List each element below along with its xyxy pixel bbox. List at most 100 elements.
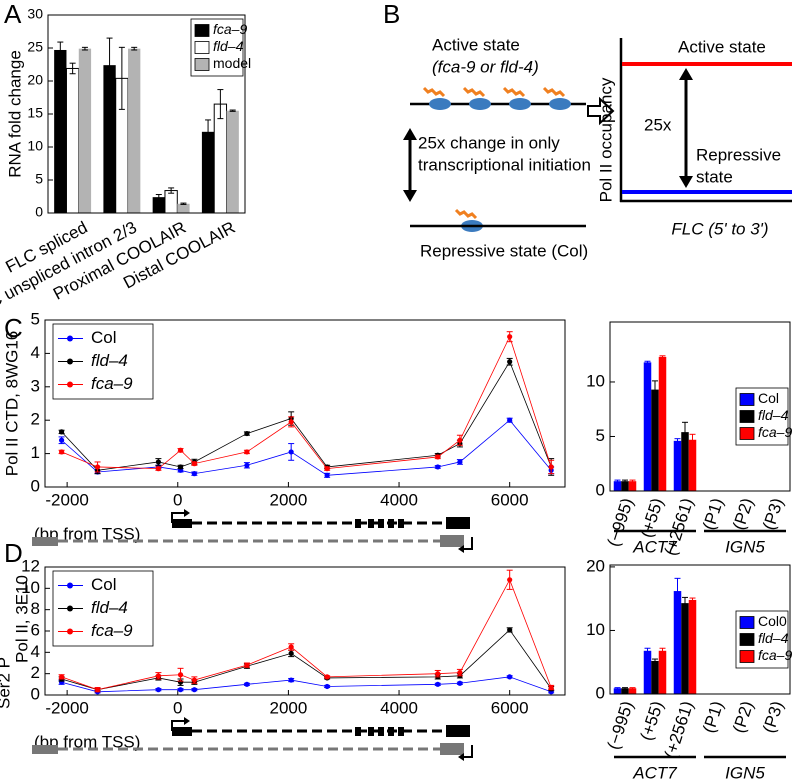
- gene-tss-head: [184, 509, 190, 517]
- bar: [226, 110, 239, 213]
- legend-marker: [67, 628, 73, 635]
- x-tick-label: (P3): [759, 496, 787, 532]
- annotation: (bp from TSS): [34, 524, 140, 543]
- gene-tss-head: [184, 717, 190, 725]
- x-tick-label: 2000: [269, 698, 307, 717]
- bar: [164, 190, 178, 214]
- y-tick-label: 0: [31, 476, 40, 495]
- point: [324, 683, 330, 690]
- legend-label: Col: [91, 328, 117, 347]
- antisense-tss-head: [458, 753, 464, 761]
- antisense-tss-arrow: [462, 745, 473, 758]
- legend-swatch: [739, 410, 755, 423]
- point: [58, 674, 65, 680]
- bar: [643, 362, 652, 491]
- bar: [177, 203, 190, 213]
- y-tick-label: 0: [596, 683, 605, 702]
- point: [457, 680, 463, 686]
- gene-exon: [368, 519, 374, 528]
- axes-frame: [609, 321, 791, 492]
- antisense-tss-arrow: [462, 537, 473, 550]
- x-tick-label: -2000: [45, 490, 88, 509]
- legend-marker: [67, 582, 73, 589]
- point: [435, 671, 441, 677]
- x-tick-label: (P1): [699, 496, 727, 532]
- arrow-heads: [679, 68, 693, 188]
- bar: [201, 131, 215, 213]
- axes-frame: [609, 564, 791, 695]
- diagram-text: 25x: [644, 115, 672, 134]
- polymerase: [549, 98, 571, 110]
- y-tick-label: 8: [31, 599, 40, 618]
- bar: [651, 389, 659, 491]
- rna-tail: [462, 86, 486, 98]
- y-tick-label: 25: [27, 39, 43, 55]
- point: [191, 461, 197, 467]
- y-tick-label: 6: [31, 620, 40, 639]
- legend-label: fca–9: [758, 424, 792, 440]
- point: [507, 674, 513, 680]
- bar: [658, 356, 667, 491]
- diagram-text: transcriptional initiation: [418, 155, 591, 174]
- y-tick-label: 10: [586, 620, 605, 639]
- rna-tail: [542, 86, 566, 98]
- diagram-text: Repressive state (Col): [420, 241, 588, 260]
- bar: [628, 481, 637, 491]
- series-line: [61, 629, 552, 691]
- group-label: ACT7: [632, 763, 677, 782]
- y-tick-label: 4: [31, 642, 40, 661]
- hollow-arrow: [587, 96, 615, 126]
- y-axis-label: Pol II CTD, 8WG16: [2, 331, 21, 476]
- series-line: [61, 335, 552, 470]
- diagram-text: Active state: [678, 37, 766, 56]
- bar: [621, 481, 629, 491]
- series-line: [61, 676, 552, 693]
- point: [324, 466, 330, 472]
- y-tick-label: 0: [31, 684, 40, 703]
- point: [177, 447, 184, 453]
- diagram-b: Active state (fca-9 or fld-4) 25x change…: [403, 35, 792, 260]
- y-tick-label: 5: [596, 426, 605, 445]
- bar: [213, 103, 228, 214]
- point: [155, 459, 162, 465]
- x-tick-label: (+55): [637, 496, 667, 540]
- y-axis-label: RNA fold change: [5, 50, 24, 178]
- y-axis-label: Ser2 P: [0, 657, 13, 709]
- bar: [673, 440, 682, 491]
- legend-swatch: [739, 616, 755, 629]
- point: [191, 471, 197, 477]
- rna-tail: [502, 86, 526, 98]
- legend-label: model: [213, 55, 251, 71]
- gene-exon: [355, 727, 361, 736]
- legend-label: Col0: [758, 613, 787, 629]
- legend-swatch: [194, 41, 210, 54]
- polymerase: [469, 98, 491, 110]
- gene-exon: [446, 517, 470, 529]
- diagram-text: FLC (5' to 3'): [671, 219, 768, 238]
- diagram-text: Pol II occupancy: [596, 77, 615, 202]
- bar: [658, 650, 667, 694]
- point: [288, 449, 294, 455]
- point: [457, 437, 463, 443]
- point: [244, 681, 250, 687]
- point: [191, 677, 197, 683]
- point: [435, 681, 441, 687]
- bar: [688, 439, 697, 491]
- legend-label: fca–9: [758, 647, 792, 663]
- panel-label: B: [383, 0, 400, 29]
- point: [94, 687, 101, 693]
- panel-label: A: [4, 0, 22, 29]
- legend-label: fld–4: [213, 38, 244, 54]
- bar: [651, 660, 659, 694]
- polymerase: [429, 98, 451, 110]
- point: [191, 687, 197, 693]
- x-tick-label: 2000: [269, 490, 307, 509]
- y-tick-label: 10: [27, 138, 43, 154]
- diagram-text: Repressive: [696, 145, 781, 164]
- point: [507, 577, 513, 583]
- point: [244, 662, 250, 668]
- x-tick-label: (+55): [637, 699, 667, 743]
- point: [457, 459, 463, 465]
- bar: [65, 67, 80, 214]
- bar: [673, 591, 682, 694]
